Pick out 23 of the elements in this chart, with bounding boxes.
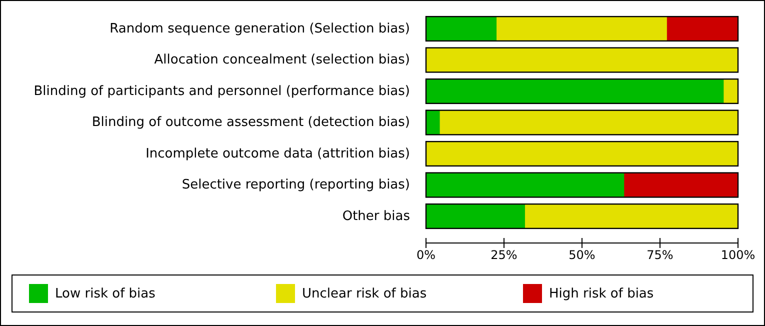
x-tick-label: 25% — [490, 248, 518, 262]
bar — [426, 204, 526, 229]
x-tick-label: 75% — [646, 248, 674, 262]
x-tick-label: 100% — [720, 248, 756, 262]
y-tick-label: Other bias — [342, 208, 410, 224]
bar — [426, 16, 498, 42]
bar — [624, 172, 738, 198]
x-tick-label: 0% — [416, 248, 436, 262]
bar — [724, 78, 738, 104]
legend-label: High risk of bias — [549, 286, 654, 302]
legend-label: Unclear risk of bias — [302, 286, 427, 302]
bar — [426, 172, 625, 198]
y-tick-label: Selective reporting (reporting bias) — [182, 178, 410, 192]
x-tick-label: 50% — [568, 248, 596, 262]
y-tick-label: Allocation concealment (selection bias) — [154, 52, 410, 68]
y-tick-label: Random sequence generation (Selection bias) — [110, 21, 410, 36]
y-tick-label: Blinding of participants and personnel (performance bias) — [34, 84, 410, 99]
y-tick-label: Blinding of outcome assessment (detection bias) — [92, 115, 410, 130]
legend-label: Low risk of bias — [55, 286, 156, 302]
bar — [496, 16, 668, 42]
bar — [524, 204, 738, 229]
bar — [666, 16, 738, 42]
y-tick-label: Incomplete outcome data (attrition bias) — [146, 146, 410, 162]
